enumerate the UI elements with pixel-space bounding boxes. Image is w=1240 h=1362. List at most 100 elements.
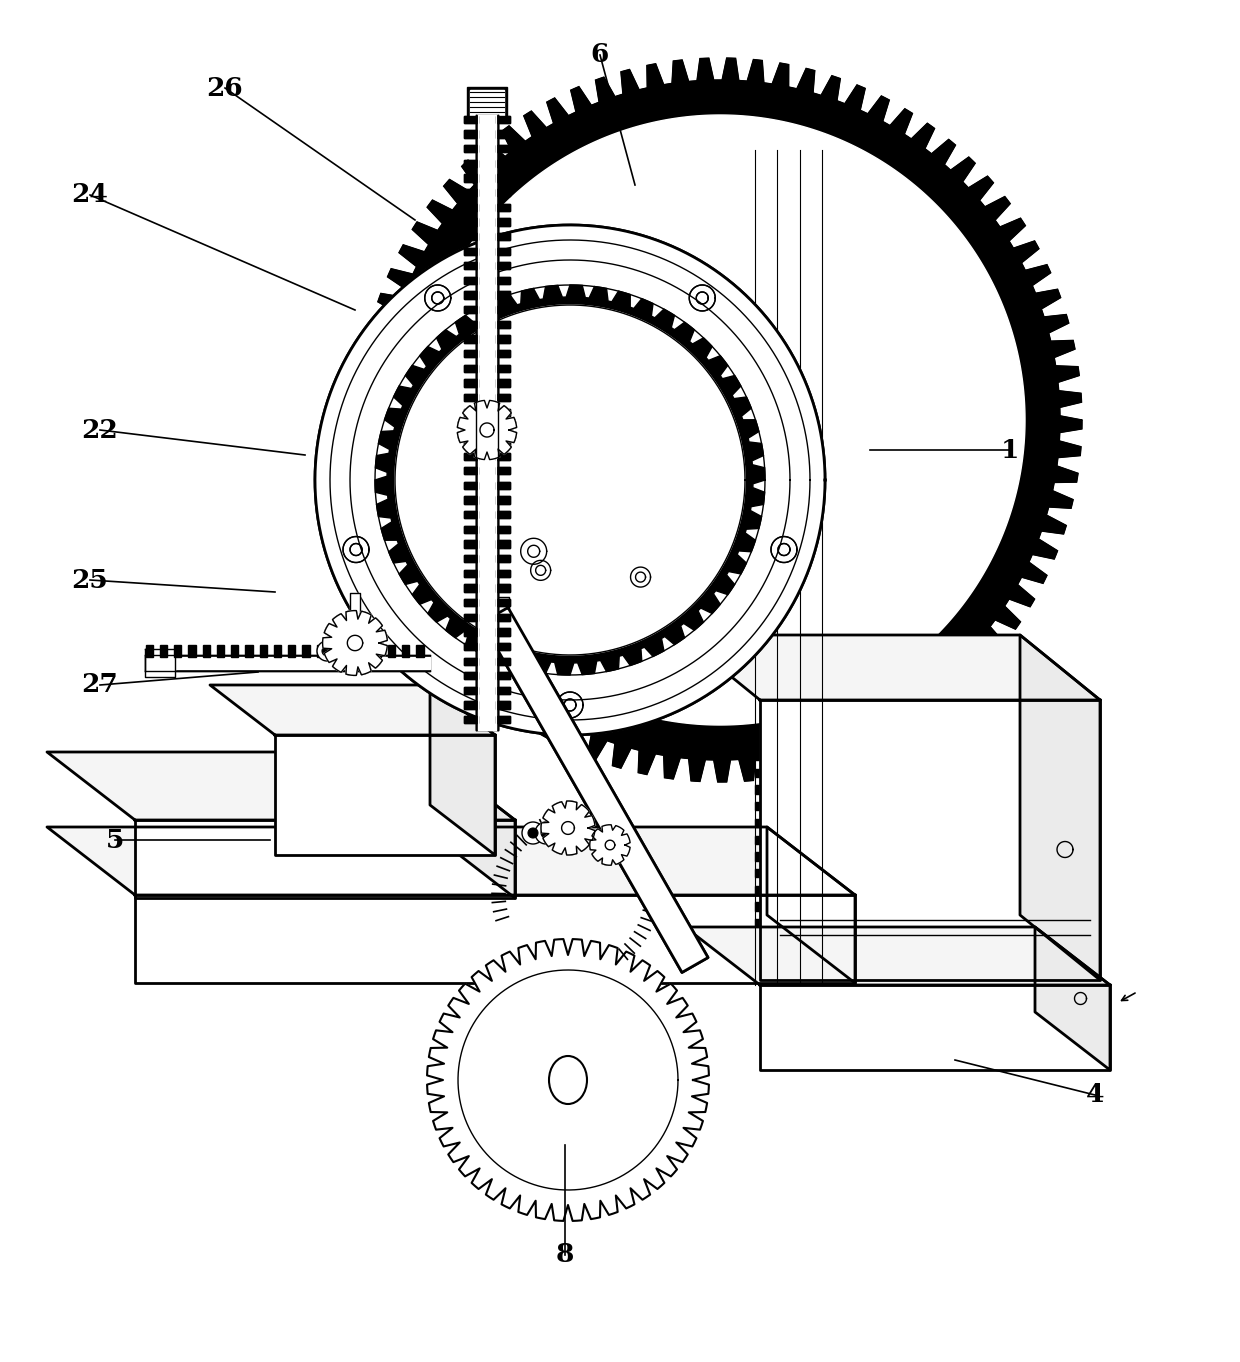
Polygon shape bbox=[496, 482, 510, 489]
Polygon shape bbox=[464, 643, 477, 650]
Polygon shape bbox=[496, 379, 510, 387]
Polygon shape bbox=[496, 511, 510, 519]
Polygon shape bbox=[800, 970, 812, 978]
Polygon shape bbox=[496, 526, 510, 533]
Polygon shape bbox=[464, 628, 477, 636]
Polygon shape bbox=[464, 248, 477, 255]
Polygon shape bbox=[482, 385, 492, 405]
Polygon shape bbox=[496, 658, 510, 665]
Polygon shape bbox=[755, 469, 768, 477]
Polygon shape bbox=[188, 646, 196, 656]
Polygon shape bbox=[464, 276, 477, 285]
Polygon shape bbox=[755, 568, 768, 576]
Polygon shape bbox=[496, 673, 510, 680]
Polygon shape bbox=[800, 552, 812, 560]
Polygon shape bbox=[464, 203, 477, 211]
Polygon shape bbox=[464, 658, 477, 665]
Polygon shape bbox=[470, 90, 503, 117]
Polygon shape bbox=[464, 365, 477, 372]
Polygon shape bbox=[396, 305, 745, 655]
Text: 6: 6 bbox=[591, 42, 609, 68]
Polygon shape bbox=[358, 59, 1083, 782]
Polygon shape bbox=[755, 618, 768, 627]
Polygon shape bbox=[800, 335, 812, 343]
Polygon shape bbox=[800, 218, 812, 226]
Polygon shape bbox=[680, 635, 1100, 700]
Text: 4: 4 bbox=[1086, 1083, 1105, 1107]
Polygon shape bbox=[755, 301, 768, 309]
Polygon shape bbox=[496, 335, 510, 343]
Polygon shape bbox=[146, 646, 153, 656]
Polygon shape bbox=[496, 218, 510, 226]
Polygon shape bbox=[417, 646, 424, 656]
Polygon shape bbox=[464, 701, 477, 708]
Polygon shape bbox=[800, 735, 812, 744]
Polygon shape bbox=[476, 114, 498, 730]
Polygon shape bbox=[464, 556, 477, 563]
Polygon shape bbox=[464, 511, 477, 519]
Polygon shape bbox=[496, 189, 510, 196]
Polygon shape bbox=[464, 526, 477, 533]
Polygon shape bbox=[464, 276, 477, 285]
Polygon shape bbox=[496, 131, 510, 138]
Polygon shape bbox=[464, 248, 477, 255]
Polygon shape bbox=[467, 87, 507, 120]
Polygon shape bbox=[464, 394, 477, 402]
Polygon shape bbox=[464, 496, 477, 504]
Polygon shape bbox=[496, 701, 510, 708]
Circle shape bbox=[322, 646, 332, 656]
Circle shape bbox=[317, 642, 337, 661]
Polygon shape bbox=[755, 752, 768, 760]
Polygon shape bbox=[464, 262, 477, 270]
Polygon shape bbox=[755, 768, 768, 778]
Polygon shape bbox=[800, 786, 812, 794]
Polygon shape bbox=[800, 586, 812, 594]
Polygon shape bbox=[482, 607, 708, 972]
Polygon shape bbox=[464, 437, 477, 445]
Polygon shape bbox=[464, 144, 477, 153]
Polygon shape bbox=[768, 827, 856, 983]
Polygon shape bbox=[800, 402, 812, 410]
Circle shape bbox=[522, 823, 544, 844]
Polygon shape bbox=[217, 646, 224, 656]
Polygon shape bbox=[374, 285, 765, 676]
Polygon shape bbox=[755, 184, 768, 192]
Polygon shape bbox=[800, 919, 812, 928]
Polygon shape bbox=[464, 306, 477, 313]
Polygon shape bbox=[800, 234, 812, 242]
Polygon shape bbox=[464, 424, 477, 430]
Circle shape bbox=[335, 646, 345, 656]
Polygon shape bbox=[496, 350, 510, 357]
Text: 8: 8 bbox=[556, 1242, 574, 1268]
Polygon shape bbox=[464, 467, 477, 474]
Polygon shape bbox=[800, 903, 812, 911]
Polygon shape bbox=[496, 365, 510, 372]
Polygon shape bbox=[755, 202, 768, 210]
Polygon shape bbox=[541, 801, 595, 855]
Polygon shape bbox=[800, 885, 812, 893]
Polygon shape bbox=[496, 306, 510, 313]
Polygon shape bbox=[274, 646, 281, 656]
Text: 27: 27 bbox=[82, 673, 118, 697]
Polygon shape bbox=[427, 938, 709, 1220]
Polygon shape bbox=[755, 835, 768, 844]
Polygon shape bbox=[464, 159, 477, 168]
Polygon shape bbox=[496, 716, 510, 723]
Circle shape bbox=[541, 828, 551, 838]
Polygon shape bbox=[458, 400, 517, 459]
Polygon shape bbox=[496, 673, 510, 680]
Polygon shape bbox=[800, 869, 812, 877]
Polygon shape bbox=[755, 501, 768, 509]
Polygon shape bbox=[464, 306, 477, 313]
Polygon shape bbox=[464, 541, 477, 548]
Polygon shape bbox=[464, 116, 477, 123]
Polygon shape bbox=[231, 646, 238, 656]
Circle shape bbox=[330, 642, 350, 661]
Polygon shape bbox=[755, 168, 768, 176]
Polygon shape bbox=[496, 291, 510, 298]
Polygon shape bbox=[755, 285, 768, 293]
Polygon shape bbox=[800, 635, 812, 643]
Polygon shape bbox=[464, 599, 477, 606]
Polygon shape bbox=[464, 467, 477, 474]
Circle shape bbox=[534, 823, 557, 844]
